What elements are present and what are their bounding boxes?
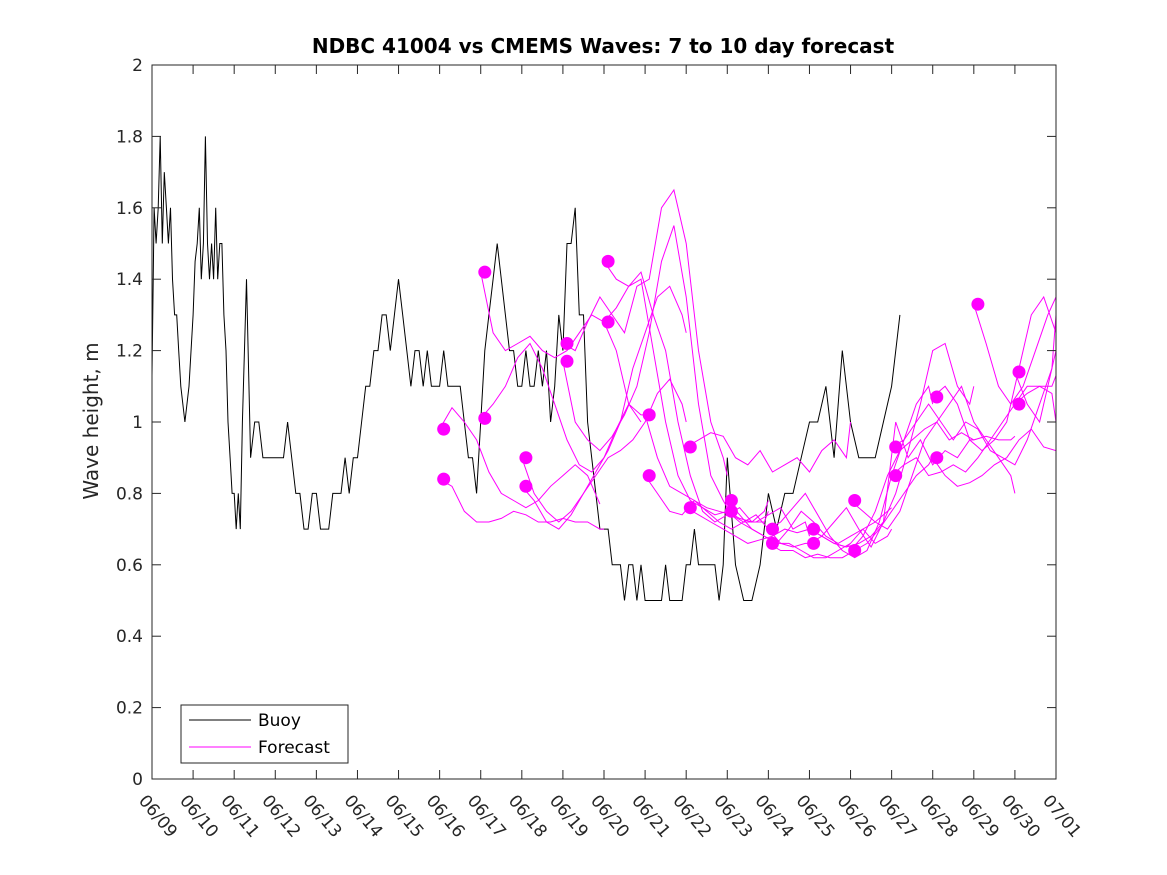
forecast-run-line-24 bbox=[932, 295, 1056, 452]
y-tick-label: 1.8 bbox=[116, 127, 143, 147]
y-tick-label: 0 bbox=[132, 770, 143, 790]
forecast-marker-27 bbox=[1012, 365, 1026, 379]
chart-title: NDBC 41004 vs CMEMS Waves: 7 to 10 day f… bbox=[312, 34, 895, 58]
y-tick-label: 0.2 bbox=[116, 699, 143, 719]
forecast-marker-19 bbox=[807, 536, 821, 550]
legend: Buoy Forecast bbox=[180, 704, 349, 764]
forecast-marker-16 bbox=[766, 522, 779, 536]
forecast-marker-15 bbox=[724, 504, 738, 518]
forecast-marker-6 bbox=[560, 337, 574, 350]
forecast-run-line-18 bbox=[809, 342, 975, 548]
y-tick-label: 0.4 bbox=[116, 627, 143, 647]
forecast-run-line-2 bbox=[480, 271, 642, 423]
forecast-run-line-15 bbox=[726, 507, 892, 559]
forecast-run-line-3 bbox=[480, 342, 646, 473]
legend-forecast-label: Forecast bbox=[258, 738, 330, 758]
forecast-run-line-28 bbox=[1014, 385, 1056, 423]
forecast-run-line-26 bbox=[973, 296, 1056, 405]
forecast-marker-12 bbox=[683, 440, 697, 454]
forecast-marker-23 bbox=[889, 469, 903, 483]
y-tick-label: 0.8 bbox=[116, 484, 143, 504]
forecast-marker-25 bbox=[930, 451, 944, 465]
forecast-marker-24 bbox=[930, 390, 944, 404]
forecast-run-line-19 bbox=[809, 421, 974, 548]
forecast-run-line-16 bbox=[768, 385, 934, 559]
forecast-marker-17 bbox=[766, 536, 779, 550]
y-tick-label: 1.2 bbox=[116, 342, 143, 362]
forecast-marker-2 bbox=[478, 265, 492, 279]
forecast-run-line-5 bbox=[521, 378, 687, 530]
forecast-run-line-6 bbox=[562, 188, 728, 476]
forecast-run-line-8 bbox=[603, 261, 769, 523]
forecast-marker-26 bbox=[971, 297, 985, 311]
forecast-run-line-12 bbox=[685, 421, 851, 473]
buoy-series-line bbox=[152, 136, 901, 601]
forecast-marker-21 bbox=[848, 544, 862, 557]
forecast-marker-14 bbox=[724, 494, 738, 507]
forecast-marker-0 bbox=[437, 422, 451, 436]
forecast-run-line-4 bbox=[521, 285, 687, 523]
forecast-run-line-0 bbox=[439, 478, 604, 530]
forecast-marker-10 bbox=[642, 408, 656, 422]
forecast-run-line-11 bbox=[644, 475, 810, 548]
forecast-marker-1 bbox=[437, 472, 451, 486]
y-tick-label: 1.6 bbox=[116, 199, 143, 219]
forecast-marker-11 bbox=[642, 469, 656, 483]
forecast-marker-28 bbox=[1012, 397, 1026, 411]
forecast-run-line-25 bbox=[932, 428, 1056, 487]
legend-buoy-label: Buoy bbox=[258, 711, 301, 731]
legend-box bbox=[180, 704, 349, 764]
forecast-run-line-23 bbox=[891, 375, 1056, 477]
forecast-run-line-7 bbox=[562, 225, 728, 508]
forecast-marker-5 bbox=[519, 479, 533, 493]
forecast-marker-20 bbox=[848, 494, 862, 507]
y-tick-label: 1.4 bbox=[116, 270, 143, 290]
forecast-marker-8 bbox=[601, 254, 615, 268]
forecast-marker-7 bbox=[560, 354, 574, 368]
y-tick-label: 0.6 bbox=[116, 556, 143, 576]
forecast-run-line-9 bbox=[603, 278, 769, 523]
plot-area bbox=[152, 136, 1056, 601]
forecast-marker-4 bbox=[519, 451, 533, 465]
forecast-run-line-21 bbox=[850, 421, 1016, 551]
forecast-marker-22 bbox=[889, 440, 903, 454]
forecast-marker-18 bbox=[807, 522, 821, 536]
forecast-marker-9 bbox=[601, 315, 615, 329]
y-tick-label: 2 bbox=[132, 56, 143, 76]
forecast-marker-3 bbox=[478, 411, 492, 425]
y-tick-label: 1 bbox=[132, 413, 143, 433]
forecast-marker-13 bbox=[683, 501, 697, 515]
forecast-run-line-1 bbox=[439, 406, 601, 509]
y-axis-label: Wave height, m bbox=[79, 342, 103, 499]
